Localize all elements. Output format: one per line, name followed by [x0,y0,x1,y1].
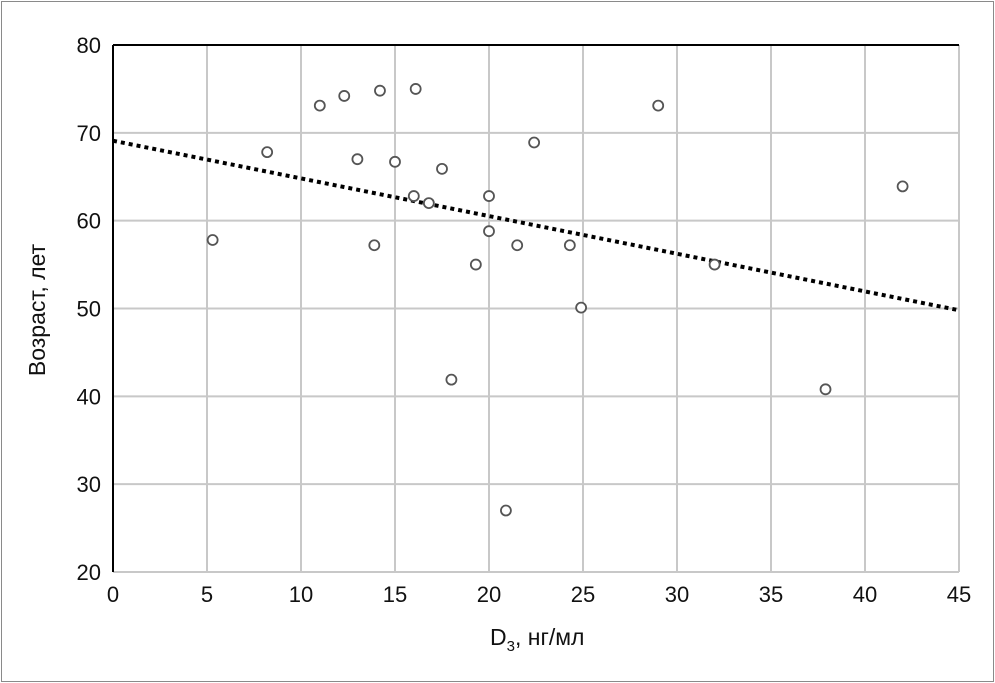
y-tick-label: 30 [77,472,101,497]
x-tick-label: 45 [947,582,971,607]
data-point [511,239,524,252]
y-tick-label: 60 [77,209,101,234]
x-axis-label: D3, нг/мл [490,624,584,655]
x-tick-label: 20 [477,582,501,607]
y-axis-label: Возраст, лет [24,243,50,376]
y-tick-label: 70 [77,121,101,146]
data-point [483,190,495,202]
x-tick-labels: 0 5 10 15 20 25 30 35 40 45 [107,582,971,607]
data-point [351,153,364,166]
x-tick-label: 30 [665,582,689,607]
data-point [445,373,458,386]
data-point [563,239,576,252]
data-point [500,504,512,517]
points-group [206,83,909,517]
y-tick-label: 80 [77,33,101,58]
data-point [469,258,482,271]
data-point [368,239,381,252]
data-point [896,180,909,193]
data-point [338,90,351,102]
grid [112,44,960,573]
trendline [112,138,960,313]
data-point [374,84,386,97]
data-point [313,99,326,112]
x-tick-label: 40 [853,582,877,607]
x-tick-label: 5 [201,582,213,607]
trendline-group [112,138,960,313]
data-point [422,197,435,210]
axes [112,44,959,572]
data-point [528,136,541,149]
data-point [206,234,219,246]
x-tick-label: 35 [759,582,783,607]
data-point [436,162,448,175]
data-point [409,83,422,95]
y-tick-labels: 20 30 40 50 60 70 80 [77,33,101,585]
data-point [819,383,832,396]
x-tick-label: 0 [107,582,119,607]
y-tick-label: 20 [77,560,101,585]
x-tick-label: 10 [289,582,313,607]
x-tick-label: 25 [571,582,595,607]
y-tick-label: 40 [77,384,101,409]
x-tick-label: 15 [383,582,407,607]
data-point [575,301,588,314]
data-point [407,190,420,202]
data-point [652,99,665,112]
data-point [483,225,495,238]
data-point [261,146,274,159]
data-point [708,258,721,271]
y-tick-label: 50 [77,297,101,322]
data-point [389,155,401,168]
